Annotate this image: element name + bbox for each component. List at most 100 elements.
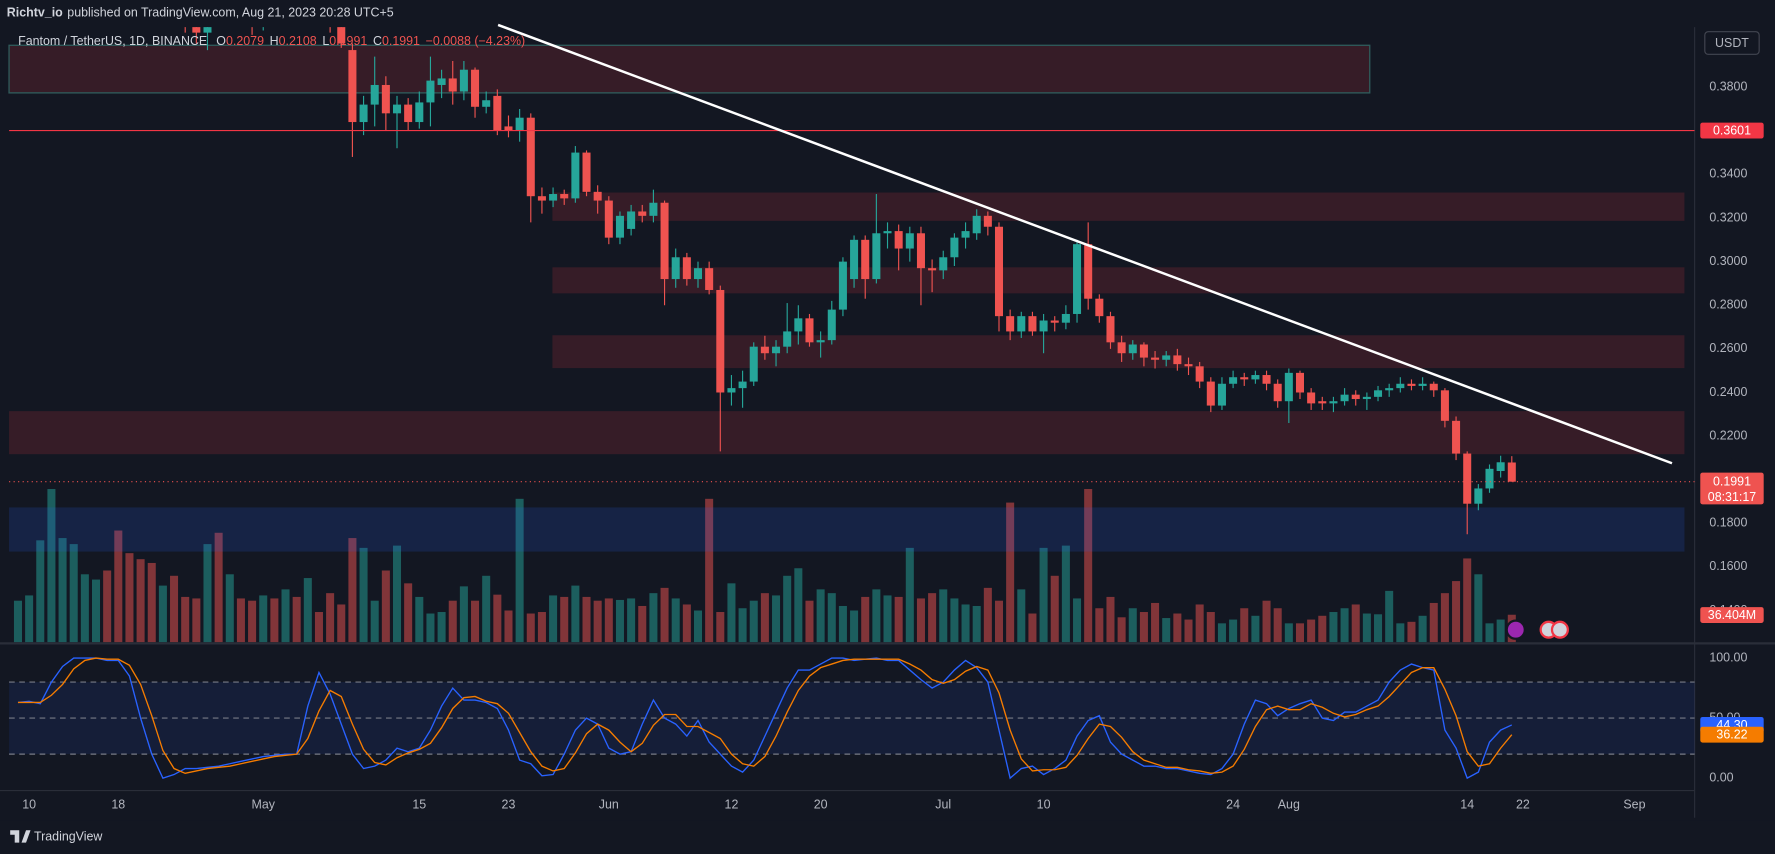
candle-body bbox=[727, 388, 736, 393]
volume-bar bbox=[1440, 593, 1449, 643]
currency-button[interactable] bbox=[1704, 31, 1760, 55]
candle-body bbox=[749, 346, 758, 382]
volume-bar bbox=[560, 596, 569, 643]
volume-bar bbox=[1496, 619, 1505, 643]
last-price-badge: 0.1991 bbox=[1713, 475, 1751, 489]
volume-bar bbox=[1485, 623, 1494, 643]
x-tick-label: 23 bbox=[502, 798, 516, 812]
volume-bar bbox=[1362, 613, 1371, 643]
volume-bar bbox=[1128, 608, 1137, 643]
candle-body bbox=[1452, 420, 1461, 454]
candle-body bbox=[1374, 390, 1383, 397]
candle-body bbox=[738, 381, 747, 389]
volume-bar bbox=[1318, 615, 1327, 643]
level-badge: 0.3601 bbox=[1713, 123, 1751, 137]
volume-bar bbox=[883, 595, 892, 643]
candle-body bbox=[905, 233, 914, 249]
volume-bar bbox=[158, 585, 167, 643]
x-tick-label: 12 bbox=[725, 798, 739, 812]
zone bbox=[9, 411, 1685, 455]
candle-body bbox=[916, 233, 925, 269]
volume-bar bbox=[1039, 547, 1048, 643]
candle-body bbox=[1006, 316, 1015, 332]
volume-bar bbox=[80, 574, 89, 643]
volume-bar bbox=[504, 610, 513, 643]
candle-body bbox=[1251, 375, 1260, 380]
volume-layer bbox=[13, 489, 1516, 643]
y-tick-label: 0.3400 bbox=[1709, 167, 1747, 181]
x-tick-label: 18 bbox=[111, 798, 125, 812]
candle-body bbox=[1050, 320, 1059, 323]
volume-bar bbox=[1340, 608, 1349, 643]
candle-body bbox=[549, 194, 558, 201]
volume-bar bbox=[326, 593, 335, 643]
volume-bar bbox=[270, 598, 279, 643]
x-tick-label: 10 bbox=[22, 798, 36, 812]
candle-body bbox=[928, 268, 937, 271]
volume-bar bbox=[1017, 589, 1026, 643]
volume-bar bbox=[638, 605, 647, 643]
y-tick-label: 0.2200 bbox=[1709, 428, 1747, 442]
candle-body bbox=[1407, 383, 1416, 386]
event-flag[interactable] bbox=[1550, 620, 1569, 639]
candle-body bbox=[861, 239, 870, 280]
candle-body bbox=[437, 78, 446, 85]
candle-body bbox=[983, 215, 992, 227]
volume-bar bbox=[69, 544, 78, 643]
volume-bar bbox=[861, 596, 870, 643]
candle-body bbox=[716, 289, 725, 393]
currency-label[interactable]: USDT bbox=[1715, 36, 1749, 50]
x-tick-label: 14 bbox=[1460, 798, 1474, 812]
candle-body bbox=[471, 69, 480, 107]
ohlc-key: O bbox=[216, 34, 226, 48]
candle-body bbox=[1351, 394, 1360, 400]
volume-bar bbox=[236, 598, 245, 643]
symbol-legend: Fantom / TetherUS, 1D, BINANCE O0.2079 H0.… bbox=[18, 34, 525, 48]
candle-body bbox=[1084, 244, 1093, 299]
volume-bar bbox=[916, 598, 925, 643]
volume-bar bbox=[760, 593, 769, 643]
y-tick-label: 0.3800 bbox=[1709, 79, 1747, 93]
volume-bar bbox=[749, 600, 758, 643]
stoch-line bbox=[17, 657, 1513, 775]
volume-bar bbox=[392, 545, 402, 643]
candle-body bbox=[1217, 383, 1226, 406]
candle-body bbox=[1429, 383, 1438, 391]
candle-body bbox=[772, 346, 781, 354]
volume-bar bbox=[615, 599, 624, 643]
volume-bar bbox=[827, 593, 836, 643]
volume-bar bbox=[571, 585, 580, 643]
candle-body bbox=[504, 126, 513, 131]
candle-body bbox=[638, 211, 647, 216]
volume-bar bbox=[203, 544, 212, 643]
volume-bar bbox=[170, 575, 179, 643]
volume-bar bbox=[292, 596, 301, 643]
volume-bar bbox=[582, 596, 591, 643]
candle-body bbox=[392, 104, 402, 114]
volume-bar bbox=[961, 604, 970, 643]
candle-body bbox=[615, 215, 624, 238]
ohlc-value: 0.2079 bbox=[226, 34, 264, 48]
countdown: 08:31:17 bbox=[1708, 490, 1756, 504]
volume-bar bbox=[816, 589, 825, 643]
candle-body bbox=[370, 84, 379, 105]
candle-body bbox=[972, 215, 981, 234]
volume-bar bbox=[894, 596, 903, 643]
candle-body bbox=[693, 268, 703, 280]
volume-bar bbox=[36, 540, 45, 643]
level-badge-box bbox=[1700, 122, 1764, 139]
y-tick-label: 0.2600 bbox=[1709, 341, 1747, 355]
volume-bar bbox=[928, 593, 937, 643]
stoch-line bbox=[17, 657, 1513, 780]
candle-body bbox=[649, 202, 658, 216]
event-icon[interactable] bbox=[1505, 619, 1526, 640]
x-tick-label: Aug bbox=[1278, 798, 1300, 812]
stoch-tick-label: 100.00 bbox=[1709, 650, 1747, 664]
candle-body bbox=[1284, 372, 1293, 402]
candle-body bbox=[571, 152, 580, 199]
volume-bar bbox=[1162, 618, 1171, 643]
volume-bar bbox=[25, 595, 34, 643]
candle-body bbox=[1128, 344, 1137, 354]
